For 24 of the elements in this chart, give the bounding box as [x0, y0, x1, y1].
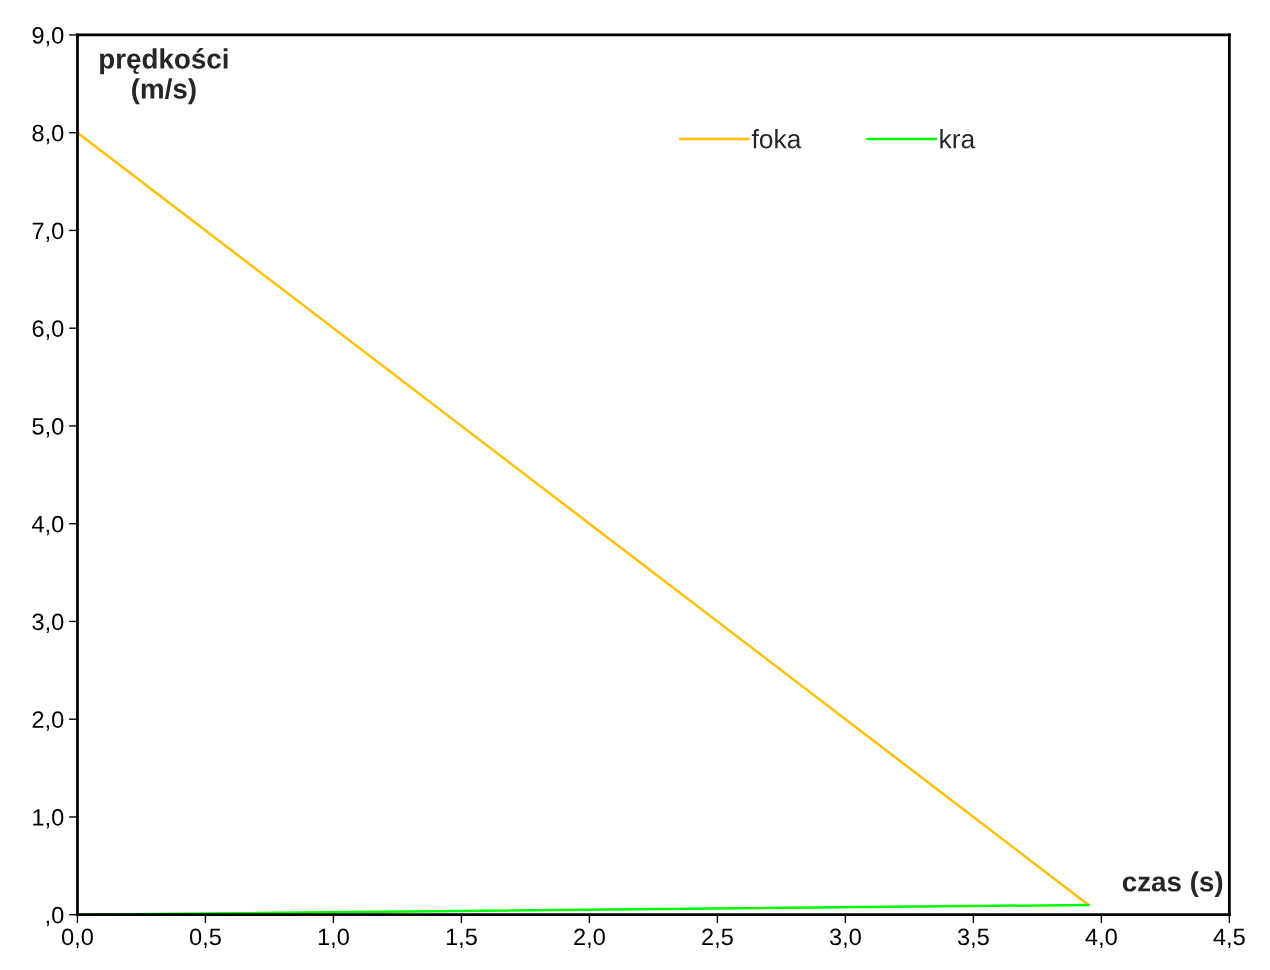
legend-label: foka — [751, 129, 802, 149]
y-tick-label: 9,0 — [32, 26, 64, 47]
x-tick-label: 4,5 — [1213, 928, 1245, 949]
y-tick-label: ,0 — [46, 906, 64, 927]
x-tick-label: 1,5 — [446, 928, 477, 949]
x-tick-label: 3,5 — [957, 928, 989, 949]
x-tick-label: 0,0 — [61, 928, 93, 949]
y-tick-label: 6,0 — [32, 320, 64, 340]
x-tick-label: 4,0 — [1085, 928, 1117, 949]
x-tick-label: 1,0 — [318, 928, 349, 949]
y-tick-label: 3,0 — [32, 613, 64, 634]
x-tick-label: 2,5 — [702, 928, 733, 949]
y-tick-label: 5,0 — [32, 418, 64, 438]
y-tick-label: 7,0 — [32, 222, 64, 243]
x-tick-label: 3,0 — [829, 928, 861, 949]
y-tick-label: 2,0 — [32, 711, 64, 731]
y-tick-label: 1,0 — [33, 809, 64, 829]
y-tick-label: 4,0 — [32, 515, 64, 536]
legend-label: kra — [940, 129, 976, 149]
x-tick-label: 2,0 — [574, 928, 605, 949]
x-tick-label: 0,5 — [189, 928, 221, 949]
y-axis-title: prędkości (m/s) — [100, 48, 228, 105]
x-axis-title: czas (s) — [1122, 871, 1223, 898]
y-tick-label: 8,0 — [32, 124, 64, 145]
